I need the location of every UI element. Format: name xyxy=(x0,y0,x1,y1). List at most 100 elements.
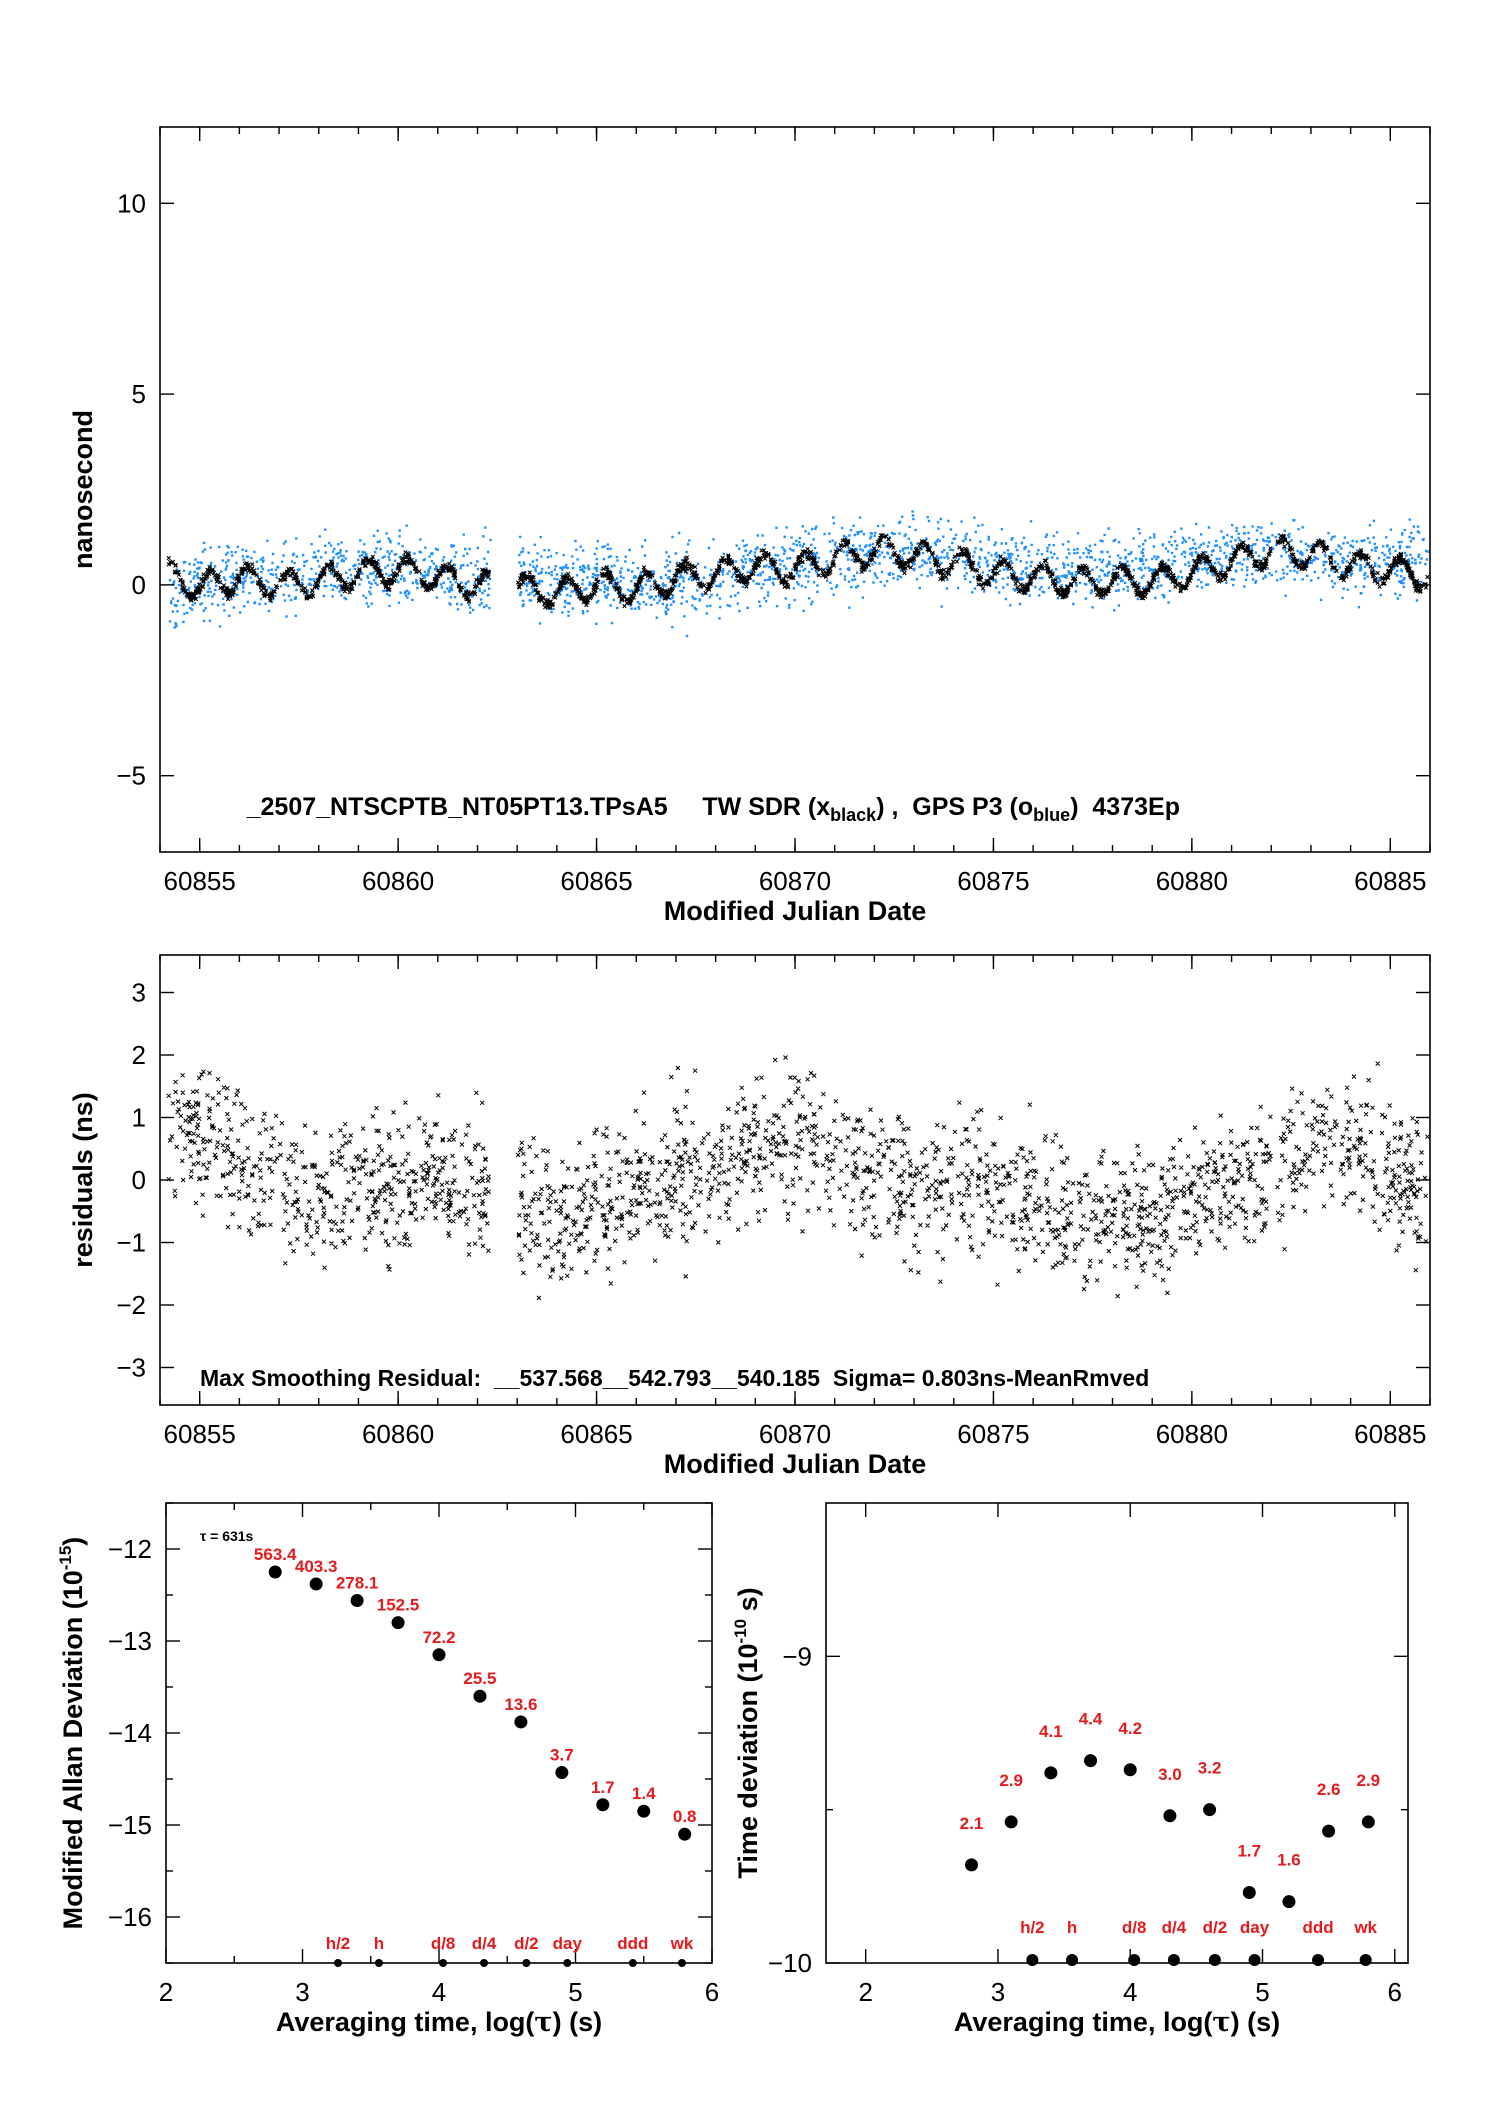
y-tick-label: 5 xyxy=(132,379,146,409)
tdev-ylabel-main: Time deviation (10 xyxy=(733,1644,763,1879)
time-series-points xyxy=(166,510,1430,638)
x-tick-label: 60855 xyxy=(164,1419,236,1449)
mdev-point xyxy=(432,1648,446,1662)
time-marker-label: d/8 xyxy=(1122,1918,1147,1937)
tdev-xlabel-prefix: Averaging time, log( xyxy=(954,2007,1213,2037)
x-tick-label: 60870 xyxy=(759,1419,831,1449)
x-tick-label: 2 xyxy=(858,1977,872,2007)
x-tick-label: 60880 xyxy=(1156,866,1228,896)
y-tick-label: −10 xyxy=(768,1948,812,1978)
tdev-point-label: 4.2 xyxy=(1118,1719,1142,1738)
time-marker-label: d/4 xyxy=(1162,1918,1187,1937)
time-marker-label: h xyxy=(374,1934,384,1953)
mdev-point xyxy=(555,1766,569,1780)
x-tick-label: 5 xyxy=(1255,1977,1269,2007)
y-tick-label: −5 xyxy=(116,761,146,791)
y-tick-label: −13 xyxy=(108,1626,152,1656)
mdev-point xyxy=(350,1594,364,1608)
x-tick-label: 3 xyxy=(295,1977,309,2007)
time-marker-label: d/4 xyxy=(472,1934,497,1953)
time-marker-dot xyxy=(1026,1954,1039,1966)
mdev-point-label: 278.1 xyxy=(336,1574,379,1593)
mdev-xlabel-prefix: Averaging time, log( xyxy=(276,2007,535,2037)
tdev-point-label: 3.2 xyxy=(1198,1759,1222,1778)
y-tick-label: −15 xyxy=(108,1810,152,1840)
tdev-point-label: 2.9 xyxy=(999,1771,1023,1790)
x-tick-label: 60875 xyxy=(957,866,1029,896)
tdev-point-label: 4.1 xyxy=(1039,1722,1063,1741)
y-tick-label: 0 xyxy=(132,570,146,600)
annotation-suffix: ) 4373Ep xyxy=(1070,793,1180,821)
time-marker-label: wk xyxy=(1353,1918,1377,1937)
tdev-point xyxy=(1361,1815,1375,1829)
mdev-point-label: 563.4 xyxy=(254,1545,297,1564)
residuals-axes: 60855 60860 60865 60870 60875 60880 60885 −3 −2 −… xyxy=(116,955,1431,1449)
mdev-point xyxy=(637,1804,651,1818)
tw-sdr-points xyxy=(166,532,1430,611)
time-series-axes: 60855 60860 60865 60870 60875 60880 60885 −5 0 5 1… xyxy=(116,127,1431,896)
time-marker-label: day xyxy=(1240,1918,1270,1937)
y-tick-label: −3 xyxy=(116,1353,146,1383)
x-tick-label: 60875 xyxy=(957,1419,1029,1449)
annotation-sub-black: black xyxy=(830,805,877,825)
x-tick-label: 6 xyxy=(1388,1977,1402,2007)
tdev-point xyxy=(1242,1885,1256,1899)
mdev-plot-frame xyxy=(165,1502,713,1964)
mdev-point-label: 403.3 xyxy=(295,1557,338,1576)
x-tick-label: 4 xyxy=(1123,1977,1137,2007)
mdev-x-axis-title: Averaging time, log(τ) (s) xyxy=(276,2007,602,2038)
annotation-mid: ) , GPS P3 (o xyxy=(876,793,1033,821)
mdev-ylabel-exp: -15 xyxy=(56,1546,75,1571)
time-marker-dot xyxy=(1248,1954,1261,1966)
tdev-point-label: 2.6 xyxy=(1317,1780,1341,1799)
mdev-point-label: 152.5 xyxy=(377,1596,420,1615)
time-marker-dot xyxy=(480,1959,489,1967)
tdev-point xyxy=(1282,1895,1296,1909)
mdev-point xyxy=(514,1715,528,1729)
tdev-point-label: 1.6 xyxy=(1277,1851,1301,1870)
x-tick-label: 60865 xyxy=(560,1419,632,1449)
x-tick-label: 60860 xyxy=(362,866,434,896)
time-series-y-axis-title: nanosecond xyxy=(68,410,98,569)
x-tick-label: 2 xyxy=(159,1977,173,2007)
mdev-point-label: 13.6 xyxy=(504,1695,537,1714)
tdev-xlabel-tau: τ xyxy=(1212,2007,1230,2038)
x-tick-label: 5 xyxy=(568,1977,582,2007)
time-series-x-axis-title: Modified Julian Date xyxy=(664,896,927,926)
tdev-points: 2.1 2.9 4.1 4.4 4.2 3.0 3.2 1.7 1.6 2.6 2.9 h/2 h d/8… xyxy=(960,1710,1380,1966)
time-marker-label: h/2 xyxy=(1020,1918,1045,1937)
time-marker-label: d/8 xyxy=(431,1934,456,1953)
tdev-point xyxy=(1163,1809,1177,1823)
mdev-point xyxy=(268,1565,282,1579)
mdev-ylabel-main: Modified Allan Deviation (10 xyxy=(58,1570,88,1929)
tdev-axes: 2 3 4 5 6 −10 −9 xyxy=(768,1503,1408,2007)
residuals-annotation: Max Smoothing Residual: __537.568__542.7… xyxy=(200,1365,1149,1391)
y-tick-label: −14 xyxy=(108,1718,152,1748)
y-tick-label: −2 xyxy=(116,1290,146,1320)
mdev-ylabel-close: ) xyxy=(58,1537,88,1546)
time-marker-dot xyxy=(1128,1954,1141,1966)
tdev-point-label: 2.9 xyxy=(1356,1771,1380,1790)
annotation-prefix: _2507_NTSCPTB_NT05PT13.TPsA5 TW SDR (x xyxy=(246,793,831,821)
time-marker-label: day xyxy=(553,1934,583,1953)
tdev-xlabel-suffix: ) (s) xyxy=(1231,2007,1281,2037)
tdev-point xyxy=(1044,1766,1058,1780)
tdev-point-label: 4.4 xyxy=(1079,1710,1103,1729)
gps-p3-points xyxy=(168,510,1430,638)
time-marker-dot xyxy=(1312,1954,1325,1966)
mdev-point-label: 72.2 xyxy=(422,1628,455,1647)
tdev-point xyxy=(1203,1803,1217,1817)
mdev-point xyxy=(596,1798,610,1812)
y-tick-label: 0 xyxy=(132,1165,146,1195)
time-marker-dot xyxy=(628,1959,637,1967)
time-marker-label: d/2 xyxy=(1203,1918,1228,1937)
time-series-annotation: _2507_NTSCPTB_NT05PT13.TPsA5 TW SDR (xbl… xyxy=(198,793,1215,825)
residuals-plot-frame xyxy=(159,954,1431,1406)
tdev-point xyxy=(1004,1815,1018,1829)
y-tick-label: 2 xyxy=(132,1040,146,1070)
mdev-axes: 2 3 4 5 6 −16 −15 −14 −13 −12 xyxy=(108,1502,719,2007)
time-marker-dot xyxy=(563,1959,572,1967)
